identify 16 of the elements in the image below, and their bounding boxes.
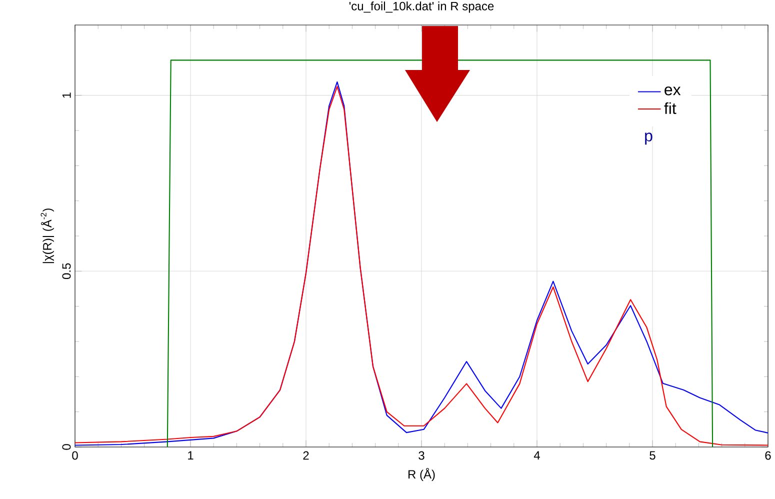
legend-label: fit [664,102,676,114]
x-tick-label: 6 [765,451,771,460]
y-axis-title: |χ(R)| (Å$^{-2}$) [40,208,54,264]
legend-label: ex [664,86,681,96]
y-tick-label: 0.5 [62,263,71,280]
x-axis-title: R (Å) [408,468,435,481]
chart-title: 'cu_foil_10k.dat' in R space [349,2,494,13]
x-tick-label: 0 [72,451,78,460]
annotation: p [645,132,652,145]
x-tick-label: 3 [418,451,424,460]
x-tick-label: 4 [534,451,540,460]
y-tick-label: 1 [62,92,71,98]
x-tick-label: 5 [650,451,656,460]
x-tick-label: 1 [188,451,194,460]
x-tick-label: 2 [303,451,309,460]
y-tick-label: 0 [62,444,71,450]
